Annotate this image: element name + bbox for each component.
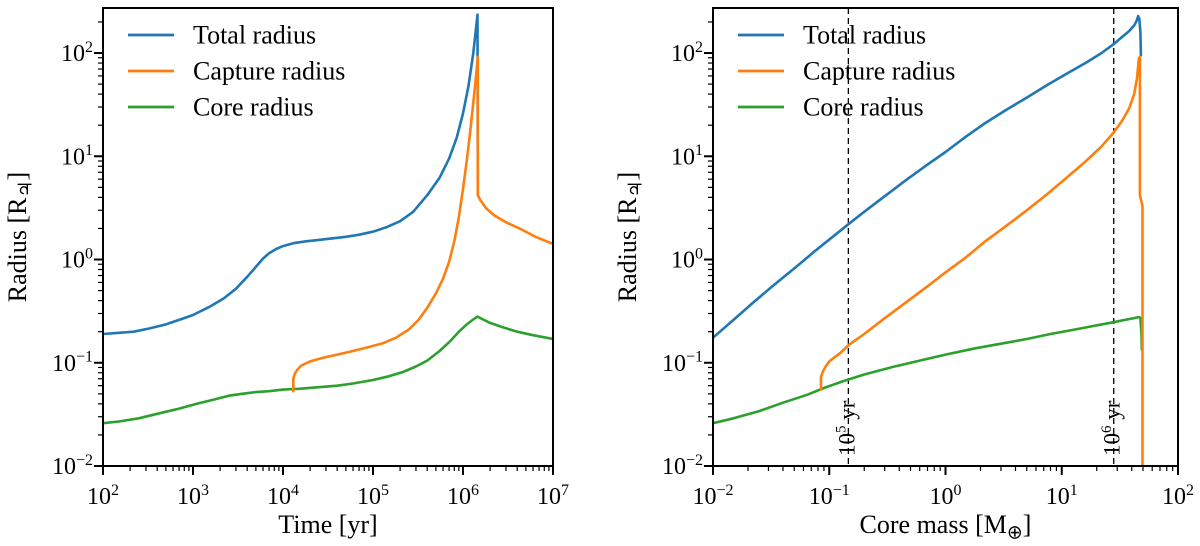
legend-label: Capture radius [193,57,345,86]
legend-label: Total radius [803,21,926,50]
x-tick-label: 100 [930,482,962,510]
x-tick-label: 10−2 [692,482,733,510]
y-tick-label: 101 [61,142,93,170]
y-tick-label: 10−1 [52,349,93,377]
series-line-capture-radius [819,55,1144,466]
x-tick-label: 106 [447,482,479,510]
x-tick-label: 10−1 [809,482,850,510]
y-tick-label: 102 [61,39,93,67]
y-axis-label: Radius [R♃​] [3,172,37,302]
x-tick-label: 103 [177,482,209,510]
legend: Total radius Capture radius Core radius [128,21,345,122]
series-line-core-radius [713,315,1144,425]
legend-label: Total radius [193,21,316,50]
x-tick-label: 102 [87,482,119,510]
y-axis-label: Radius [R♃​] [613,172,647,302]
x-tick-label: 107 [537,482,569,510]
series-line-core-radius [103,315,553,425]
time-marker-label-0: 105 yr [834,400,860,456]
y-tick-label: 100 [61,245,93,273]
panel-radius-vs-core-mass: 105 yr 106 yr 10−2 10−1 100 101 102 10−2 10−1 100… [613,7,1194,544]
legend-label: Core radius [803,93,924,122]
x-tick-label: 104 [267,482,299,510]
x-axis-label: Time [yr] [278,510,377,539]
plot-frame [102,7,554,467]
y-tick-label: 10−1 [662,349,703,377]
legend-label: Core radius [193,93,314,122]
series-line-capture-radius [292,55,553,393]
y-tick-label: 10−2 [662,452,703,480]
legend-label: Capture radius [803,57,955,86]
x-tick-label: 105 [357,482,389,510]
time-marker-label-1: 106 yr [1099,400,1125,456]
series-line-total-radius [713,14,1143,339]
curves [713,14,1144,466]
y-tick-label: 102 [671,39,703,67]
y-tick-label: 10−2 [52,452,93,480]
series-line-total-radius [103,13,480,336]
curves [103,13,553,425]
x-axis-label: Core mass [M⊕​] [860,510,1032,544]
x-tick-label: 101 [1046,482,1078,510]
legend: Total radius Capture radius Core radius [738,21,955,122]
panel-radius-vs-time: 102 103 104 105 106 107 10−2 10−1 100 101 102 Time … [3,7,569,539]
y-tick-label: 100 [671,245,703,273]
x-tick-label: 102 [1162,482,1194,510]
y-tick-label: 101 [671,142,703,170]
